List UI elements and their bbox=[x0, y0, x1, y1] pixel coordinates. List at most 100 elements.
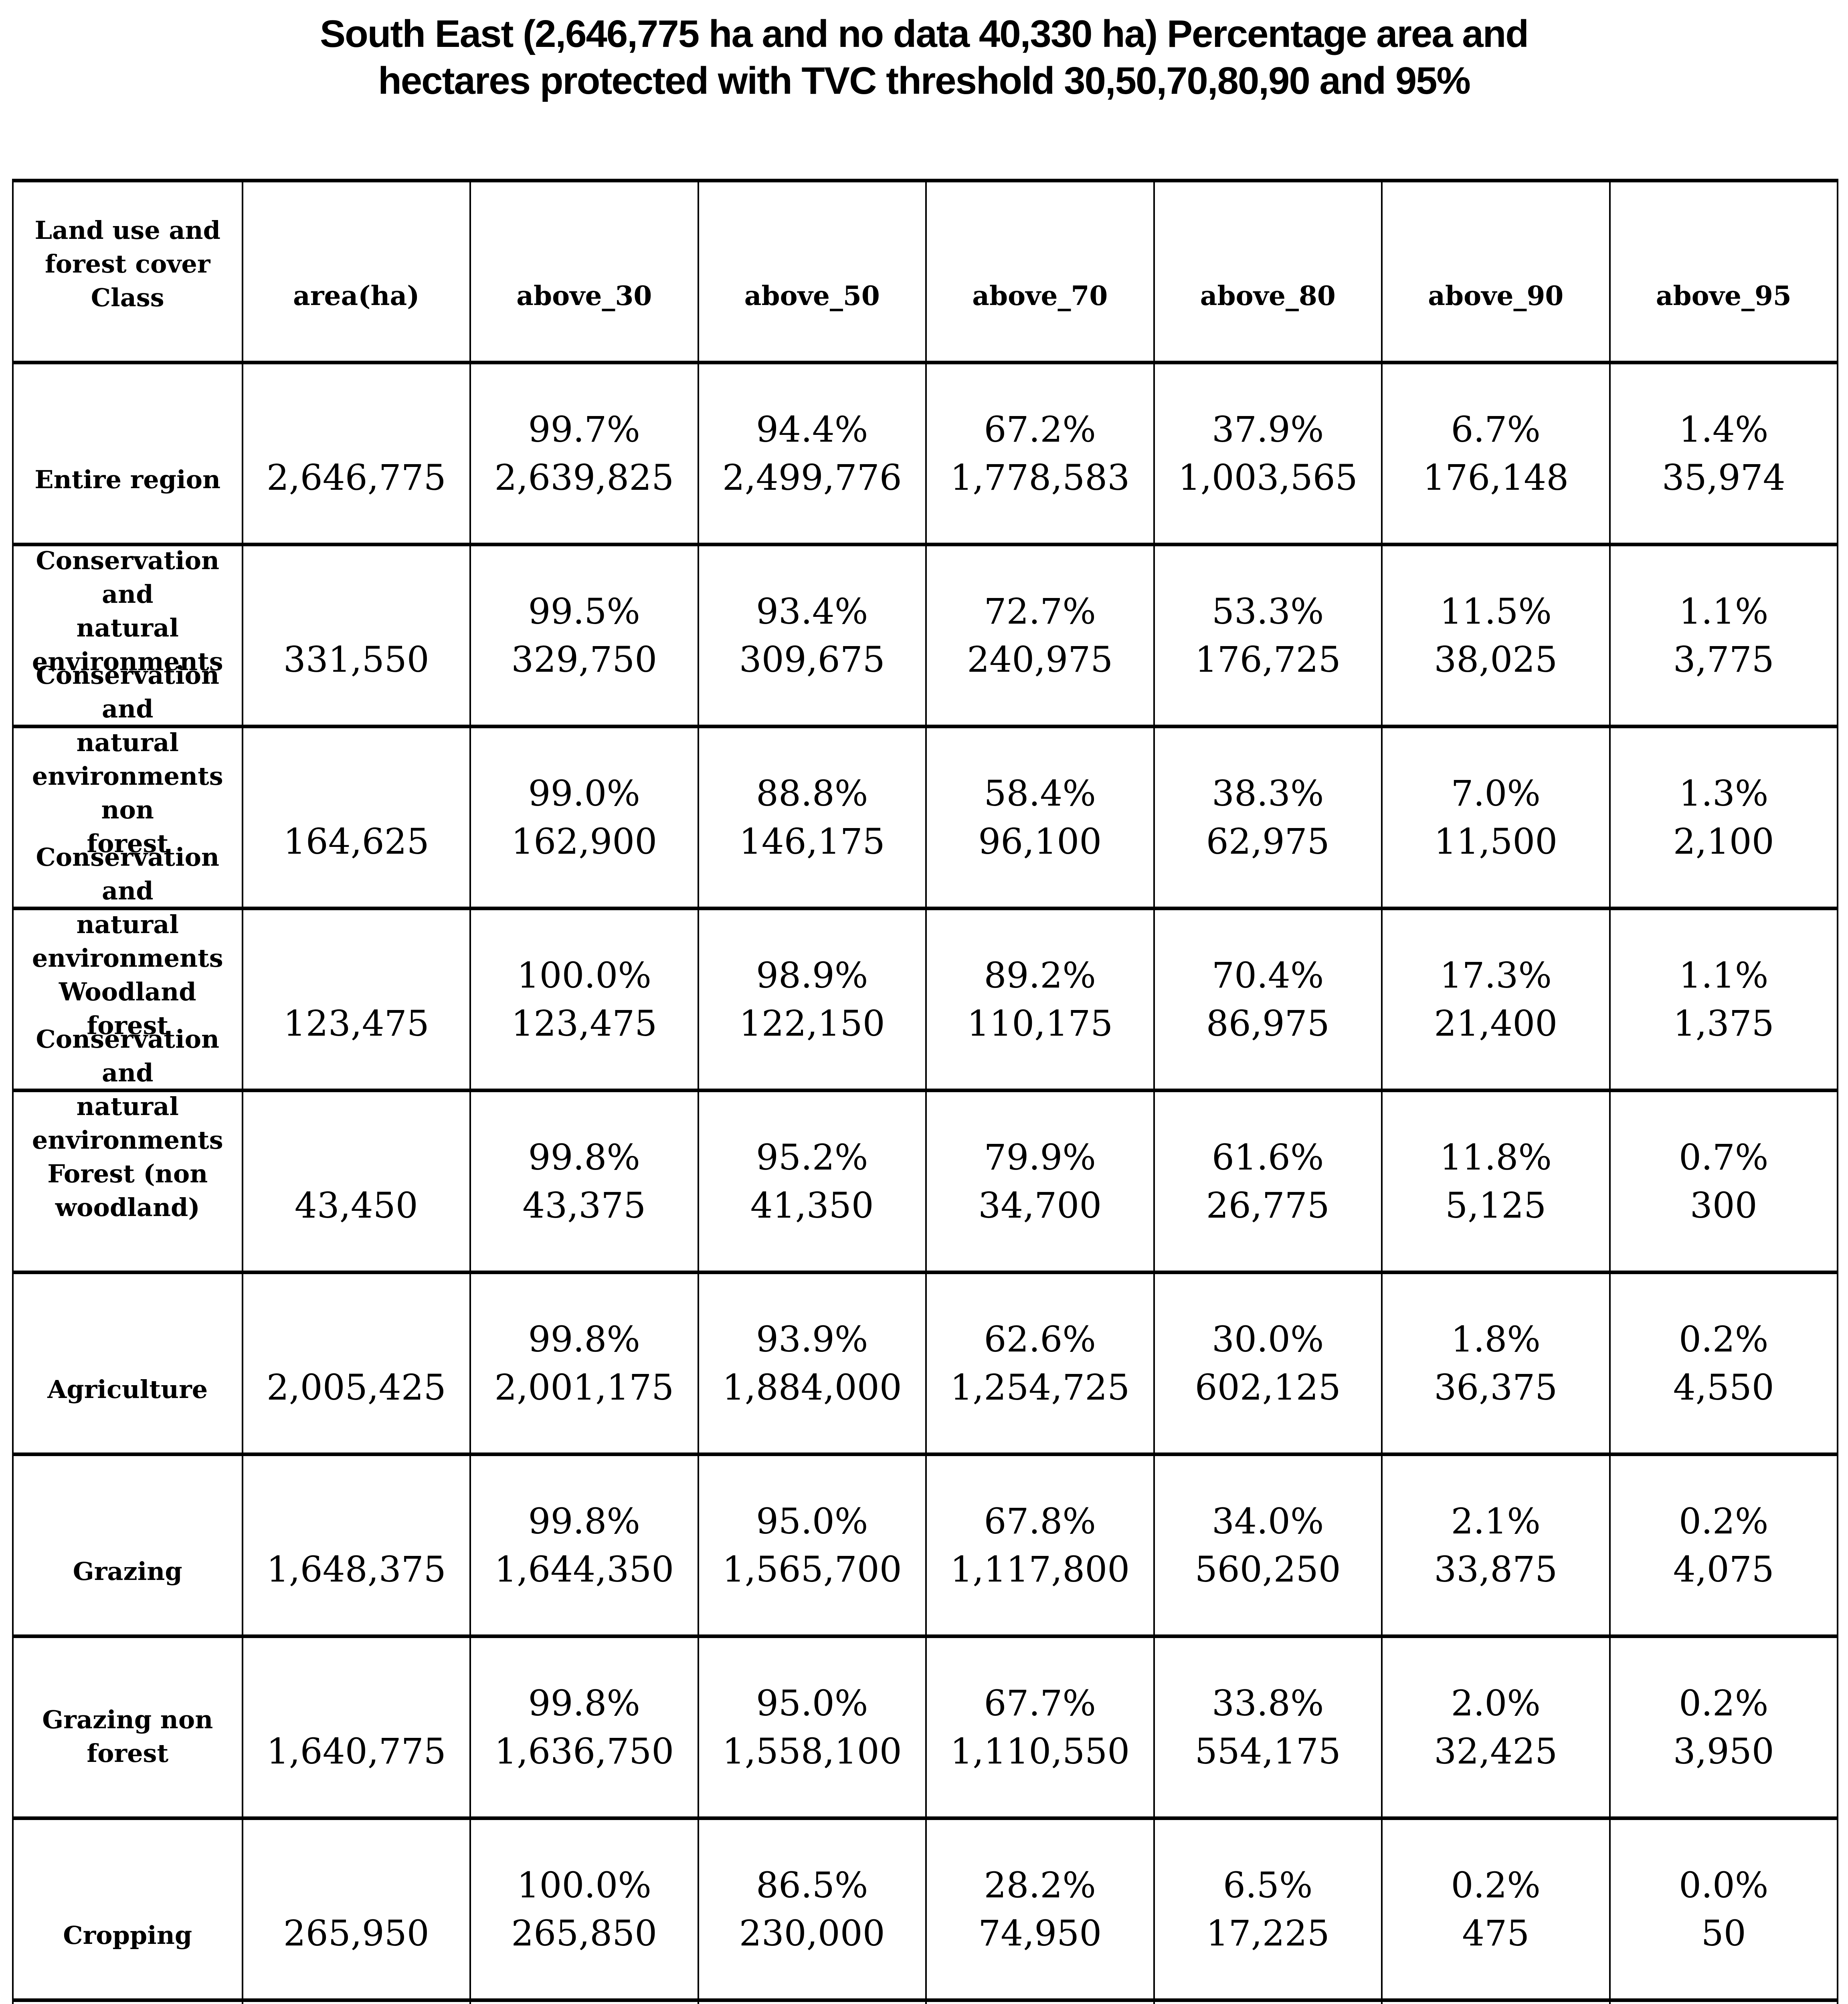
percent-value: 62.6% bbox=[984, 1319, 1096, 1360]
percent-value: 67.7% bbox=[984, 1683, 1096, 1724]
area-cell: 1,640,775 bbox=[241, 1638, 470, 1816]
area-value: 123,475 bbox=[283, 1003, 429, 1044]
value-cell: 62.6% 1,254,725 bbox=[925, 1274, 1153, 1452]
area-cell: 1,648,375 bbox=[241, 1456, 470, 1634]
value-cell: 0.2% 3,950 bbox=[1609, 1638, 1837, 1816]
row-label: Entire region bbox=[34, 465, 221, 494]
hectares-value: 475 bbox=[1462, 1913, 1530, 1954]
hectares-value: 1,117,800 bbox=[950, 1549, 1130, 1590]
percent-value: 0.2% bbox=[1678, 1501, 1769, 1542]
hectares-value: 1,110,550 bbox=[950, 1731, 1130, 1772]
table-row: Agriculture 2,005,425 99.8% 2,001,175 93.… bbox=[14, 1271, 1837, 1452]
percent-value: 1.8% bbox=[1451, 1319, 1541, 1360]
table-row: Conservation and natural environments no… bbox=[14, 661, 1837, 907]
table-row: Grazing non forest 1,640,775 99.8% 1,636,… bbox=[14, 1634, 1837, 1816]
row-label-cell: Conservation and natural environments Wo… bbox=[14, 842, 242, 1089]
value-cell: 2.3%2,025 bbox=[1381, 2002, 1609, 2004]
percent-value: 89.2% bbox=[984, 955, 1096, 996]
percent-value: 99.0% bbox=[528, 773, 641, 814]
percent-value: 38.3% bbox=[1211, 773, 1324, 814]
value-cell: 1.8% 36,375 bbox=[1381, 1274, 1609, 1452]
value-cell: 67.2% 1,778,583 bbox=[925, 364, 1153, 543]
percent-value: 79.9% bbox=[984, 1137, 1096, 1178]
header-cell-class: Land use and forest cover Class bbox=[14, 182, 242, 361]
row-label-cell: Conservation and natural environments Fo… bbox=[14, 1024, 242, 1271]
value-cell: 88.8% 146,175 bbox=[697, 728, 926, 907]
hectares-value: 1,558,100 bbox=[722, 1731, 902, 1772]
header-cell-above-30: above_30 bbox=[469, 182, 698, 361]
percent-value: 0.0% bbox=[1678, 1865, 1769, 1906]
percent-value: 67.8% bbox=[984, 1501, 1096, 1542]
value-cell: 72.7% 240,975 bbox=[925, 546, 1153, 725]
percent-value: 34.0% bbox=[1211, 1501, 1324, 1542]
area-value: 331,550 bbox=[283, 639, 429, 680]
table-row: Irrigation 89,550 99.9%89,425 97.0%86,82… bbox=[14, 1998, 1837, 2004]
value-cell: 93.9% 1,884,000 bbox=[697, 1274, 926, 1452]
percent-value: 99.8% bbox=[528, 1319, 641, 1360]
hectares-value: 1,636,750 bbox=[494, 1731, 674, 1772]
percent-value: 1.1% bbox=[1678, 955, 1769, 996]
hectares-value: 1,375 bbox=[1673, 1003, 1774, 1044]
hectares-value: 32,425 bbox=[1434, 1731, 1558, 1772]
hectares-value: 33,875 bbox=[1434, 1549, 1558, 1590]
hectares-value: 2,499,776 bbox=[722, 457, 902, 498]
header-cell-above-50: above_50 bbox=[697, 182, 926, 361]
header-cell-area: area(ha) bbox=[241, 182, 470, 361]
row-label: Conservation and natural environments Wo… bbox=[32, 842, 223, 1040]
percent-value: 99.8% bbox=[528, 1137, 641, 1178]
hectares-value: 176,725 bbox=[1195, 639, 1341, 680]
percent-value: 100.0% bbox=[517, 955, 652, 996]
hectares-value: 1,884,000 bbox=[722, 1367, 902, 1408]
hectares-value: 265,850 bbox=[511, 1913, 657, 1954]
percent-value: 94.4% bbox=[756, 409, 868, 450]
header-label: above_30 bbox=[516, 280, 652, 311]
value-cell: 53.3% 176,725 bbox=[1153, 546, 1381, 725]
hectares-value: 11,500 bbox=[1434, 821, 1558, 862]
row-label: Conservation and natural environments Fo… bbox=[32, 1024, 223, 1222]
percent-value: 1.3% bbox=[1678, 773, 1769, 814]
percent-value: 0.2% bbox=[1451, 1865, 1541, 1906]
percent-value: 99.8% bbox=[528, 1501, 641, 1542]
hectares-value: 26,775 bbox=[1206, 1185, 1330, 1226]
header-label: above_80 bbox=[1200, 280, 1336, 311]
value-cell: 95.0% 1,558,100 bbox=[697, 1638, 926, 1816]
percent-value: 6.5% bbox=[1223, 1865, 1313, 1906]
value-cell: 99.9%89,425 bbox=[469, 2002, 698, 2004]
hectares-value: 62,975 bbox=[1206, 821, 1330, 862]
value-cell: 33.8% 554,175 bbox=[1153, 1638, 1381, 1816]
value-cell: 68.7%61,550 bbox=[925, 2002, 1153, 2004]
value-cell: 86.5% 230,000 bbox=[697, 1820, 926, 1998]
area-cell: 2,005,425 bbox=[241, 1274, 470, 1452]
percent-value: 99.8% bbox=[528, 1683, 641, 1724]
hectares-value: 1,778,583 bbox=[950, 457, 1130, 498]
percent-value: 0.7% bbox=[1678, 1137, 1769, 1178]
percent-value: 11.8% bbox=[1440, 1137, 1552, 1178]
value-cell: 1.1% 1,375 bbox=[1609, 910, 1837, 1089]
value-cell: 37.9% 1,003,565 bbox=[1153, 364, 1381, 543]
page-title: South East (2,646,775 ha and no data 40,… bbox=[320, 12, 1529, 103]
hectares-value: 1,003,565 bbox=[1178, 457, 1358, 498]
value-cell: 99.0% 162,900 bbox=[469, 728, 698, 907]
value-cell: 97.0%86,825 bbox=[697, 2002, 926, 2004]
value-cell: 0.7% 300 bbox=[1609, 1092, 1837, 1271]
value-cell: 2.1% 33,875 bbox=[1381, 1456, 1609, 1634]
row-label: Conservation and natural environments bbox=[32, 546, 223, 676]
percent-value: 2.0% bbox=[1451, 1683, 1541, 1724]
hectares-value: 86,975 bbox=[1206, 1003, 1330, 1044]
header-label: above_95 bbox=[1656, 280, 1791, 311]
hectares-value: 162,900 bbox=[511, 821, 657, 862]
percent-value: 53.3% bbox=[1211, 591, 1324, 632]
hectares-value: 36,375 bbox=[1434, 1367, 1558, 1408]
area-cell: 2,646,775 bbox=[241, 364, 470, 543]
hectares-value: 38,025 bbox=[1434, 639, 1558, 680]
percent-value: 0.2% bbox=[1678, 1319, 1769, 1360]
row-label: Conservation and natural environments no… bbox=[32, 661, 223, 858]
hectares-value: 123,475 bbox=[511, 1003, 657, 1044]
value-cell: 99.7% 2,639,825 bbox=[469, 364, 698, 543]
row-label: Cropping bbox=[63, 1921, 192, 1950]
area-cell: 331,550 bbox=[241, 546, 470, 725]
percent-value: 100.0% bbox=[517, 1865, 652, 1906]
value-cell: 100.0% 123,475 bbox=[469, 910, 698, 1089]
area-value: 1,648,375 bbox=[266, 1549, 446, 1590]
percent-value: 99.5% bbox=[528, 591, 641, 632]
